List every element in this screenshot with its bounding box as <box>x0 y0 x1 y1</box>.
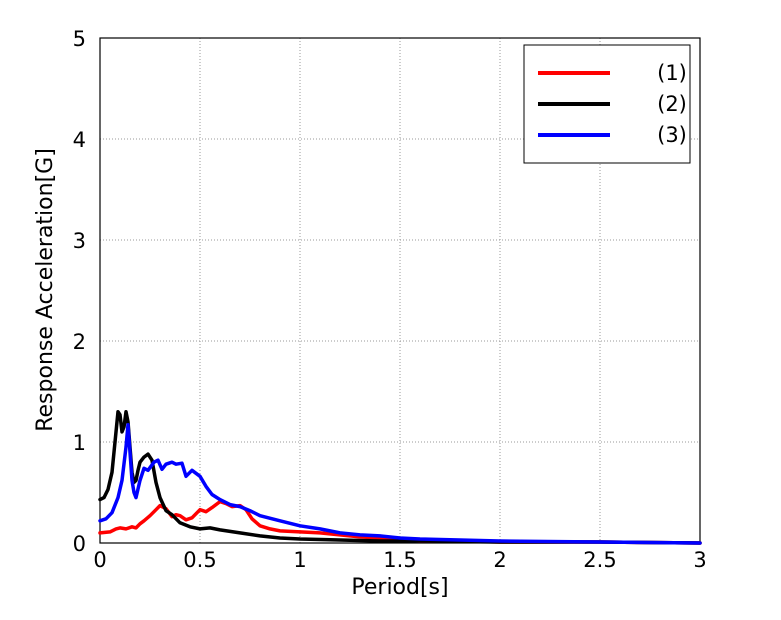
x-tick-label: 2.5 <box>583 548 616 572</box>
y-tick-label: 3 <box>73 229 86 253</box>
legend-label-2: (2) <box>657 92 687 116</box>
x-tick-label: 1 <box>293 548 306 572</box>
legend-label-1: (1) <box>657 61 687 85</box>
series-layer <box>98 409 702 545</box>
series-line-1 <box>98 499 702 545</box>
tick-labels: 0 0.5 1 1.5 2 2.5 3 0 1 2 3 4 5 <box>73 27 707 572</box>
y-tick-label: 5 <box>73 27 86 51</box>
x-tick-label: 3 <box>693 548 706 572</box>
x-tick-label: 0.5 <box>183 548 216 572</box>
y-tick-label: 2 <box>73 330 86 354</box>
y-tick-label: 4 <box>73 128 86 152</box>
legend: (1) (2) (3) <box>523 44 691 164</box>
y-tick-label: 0 <box>73 532 86 556</box>
y-tick-label: 1 <box>73 431 86 455</box>
legend-label-3: (3) <box>657 123 687 147</box>
x-axis-title: Period[s] <box>351 575 448 600</box>
series-line-3 <box>98 423 702 545</box>
plot-area-frame <box>99 37 701 544</box>
y-axis-title: Response Acceleration[G] <box>33 148 58 432</box>
x-tick-label: 0 <box>93 548 106 572</box>
x-tick-label: 1.5 <box>383 548 416 572</box>
x-tick-label: 2 <box>493 548 506 572</box>
series-line-2 <box>98 409 702 545</box>
